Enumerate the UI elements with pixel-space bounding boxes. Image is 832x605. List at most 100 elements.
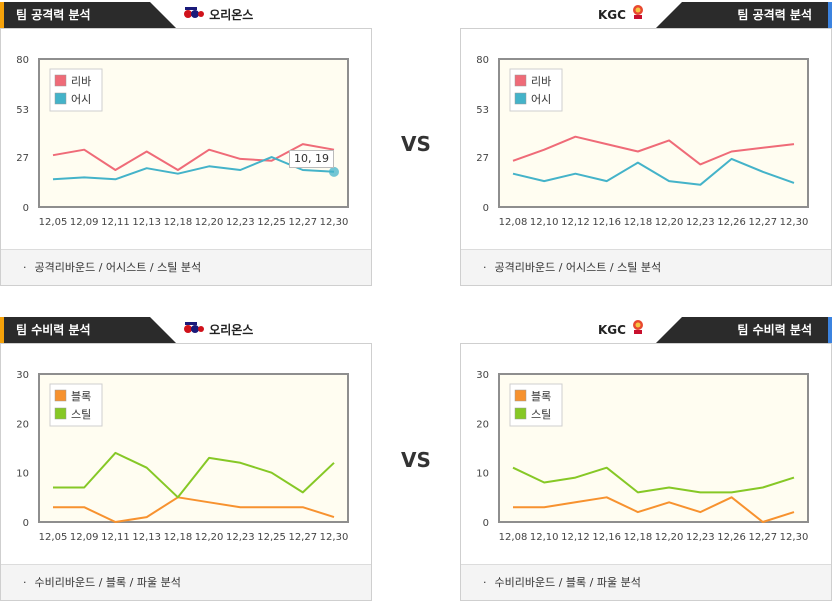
x-tick-label: 12,27 xyxy=(288,217,317,228)
footer-text: 공격리바운드 / 어시스트 / 스틸 분석 xyxy=(494,261,662,274)
x-tick-label: 12,05 xyxy=(39,217,68,228)
x-tick-label: 12,23 xyxy=(226,532,255,543)
y-tick-label: 20 xyxy=(476,419,489,430)
x-tick-label: 12,23 xyxy=(686,217,715,228)
x-tick-label: 12,27 xyxy=(748,217,777,228)
orions-logo-icon xyxy=(183,318,205,344)
series-line xyxy=(52,156,335,181)
x-tick-label: 12,23 xyxy=(686,532,715,543)
x-tick-label: 12,09 xyxy=(70,532,99,543)
team-name-right: KGC xyxy=(598,8,626,22)
series-line xyxy=(52,143,335,171)
y-tick-label: 10 xyxy=(476,469,489,480)
x-tick-label: 12,11 xyxy=(101,217,130,228)
x-tick-label: 12,12 xyxy=(561,532,590,543)
x-tick-label: 12,05 xyxy=(39,532,68,543)
x-tick-label: 12,25 xyxy=(257,217,286,228)
y-tick-label: 20 xyxy=(16,419,29,430)
plot-area xyxy=(498,58,809,208)
legend-label: 스틸 xyxy=(71,408,91,421)
footer-bullet: · xyxy=(23,576,27,589)
footer-bullet: · xyxy=(483,261,487,274)
team-name-left: 오리온스 xyxy=(209,323,254,337)
legend-label: 리바 xyxy=(531,75,551,88)
team-name-right: KGC xyxy=(598,323,626,337)
series-line xyxy=(53,451,335,499)
legend-label: 블록 xyxy=(531,390,551,403)
chart-panel-orions-offense: 0 27 53 80 12,05 12,09 12,11 12,13 12,18 12,20 12,… xyxy=(0,28,372,286)
series-line xyxy=(512,157,795,186)
legend-label: 어시 xyxy=(71,93,91,106)
x-tick-label: 12,30 xyxy=(780,532,809,543)
legend-swatch xyxy=(54,92,67,105)
highlight-point xyxy=(329,166,339,177)
chart-footer: · 공격리바운드 / 어시스트 / 스틸 분석 xyxy=(1,249,371,285)
x-tick-label: 12,18 xyxy=(164,532,193,543)
series-line xyxy=(53,496,335,523)
x-tick-label: 12,26 xyxy=(717,217,746,228)
y-tick-label: 10 xyxy=(16,469,29,480)
x-tick-label: 12,30 xyxy=(320,217,349,228)
series-line xyxy=(512,466,795,494)
x-tick-label: 12,12 xyxy=(561,217,590,228)
x-tick-label: 12,20 xyxy=(195,217,224,228)
chart-panel-kgc-defense: 0 10 20 30 12,08 12,10 12,12 12,16 12,18 12,20 12,… xyxy=(460,343,832,601)
team-label-left: 오리온스 xyxy=(183,317,253,343)
x-tick-label: 12,27 xyxy=(748,532,777,543)
team-label-right: KGC xyxy=(598,2,646,28)
chart-panel-kgc-offense: 0 27 53 80 12,08 12,10 12,12 12,16 12,18 12,20 12,… xyxy=(460,28,832,286)
x-tick-label: 12,13 xyxy=(132,217,161,228)
legend-swatch xyxy=(514,92,527,105)
y-tick-label: 0 xyxy=(483,518,489,529)
legend-label: 어시 xyxy=(531,93,551,106)
x-tick-label: 12,18 xyxy=(164,217,193,228)
legend-swatch xyxy=(514,74,527,87)
legend-label: 블록 xyxy=(71,390,91,403)
x-tick-label: 12,20 xyxy=(655,532,684,543)
x-tick-label: 12,27 xyxy=(288,532,317,543)
x-tick-label: 12,18 xyxy=(624,217,653,228)
chart-footer: · 수비리바운드 / 블록 / 파울 분석 xyxy=(1,564,371,600)
x-tick-label: 12,30 xyxy=(780,217,809,228)
legend-swatch xyxy=(514,407,527,420)
y-tick-label: 53 xyxy=(476,105,489,116)
team-label-left: 오리온스 xyxy=(183,2,253,28)
section-title-right: 팀 수비력 분석 xyxy=(656,317,832,343)
x-tick-label: 12,23 xyxy=(226,217,255,228)
series-line xyxy=(513,496,795,523)
x-tick-label: 12,18 xyxy=(624,532,653,543)
legend-swatch xyxy=(54,389,67,402)
x-tick-label: 12,13 xyxy=(132,532,161,543)
vs-label-defense: VS xyxy=(401,448,431,472)
x-tick-label: 12,11 xyxy=(101,532,130,543)
series-line xyxy=(512,135,795,166)
y-tick-label: 80 xyxy=(476,55,489,66)
kgc-logo-icon xyxy=(630,318,646,344)
y-tick-label: 53 xyxy=(16,105,29,116)
legend-label: 리바 xyxy=(71,75,91,88)
x-tick-label: 12,25 xyxy=(257,532,286,543)
section-title-right: 팀 공격력 분석 xyxy=(656,2,832,28)
x-tick-label: 12,16 xyxy=(592,217,621,228)
legend-label: 스틸 xyxy=(531,408,551,421)
x-tick-label: 12,20 xyxy=(195,532,224,543)
team-label-right: KGC xyxy=(598,317,646,343)
chart-panel-orions-defense: 0 10 20 30 12,05 12,09 12,11 12,13 12,18 12,20 12,… xyxy=(0,343,372,601)
kgc-logo-icon xyxy=(630,3,646,29)
x-tick-label: 12,16 xyxy=(592,532,621,543)
footer-text: 수비리바운드 / 블록 / 파울 분석 xyxy=(494,576,641,589)
x-tick-label: 12,09 xyxy=(70,217,99,228)
y-tick-label: 30 xyxy=(476,370,489,381)
footer-bullet: · xyxy=(483,576,487,589)
y-tick-label: 27 xyxy=(16,153,29,164)
orions-logo-icon xyxy=(183,3,205,29)
footer-text: 공격리바운드 / 어시스트 / 스틸 분석 xyxy=(34,261,202,274)
footer-text: 수비리바운드 / 블록 / 파울 분석 xyxy=(34,576,181,589)
x-tick-label: 12,26 xyxy=(717,532,746,543)
